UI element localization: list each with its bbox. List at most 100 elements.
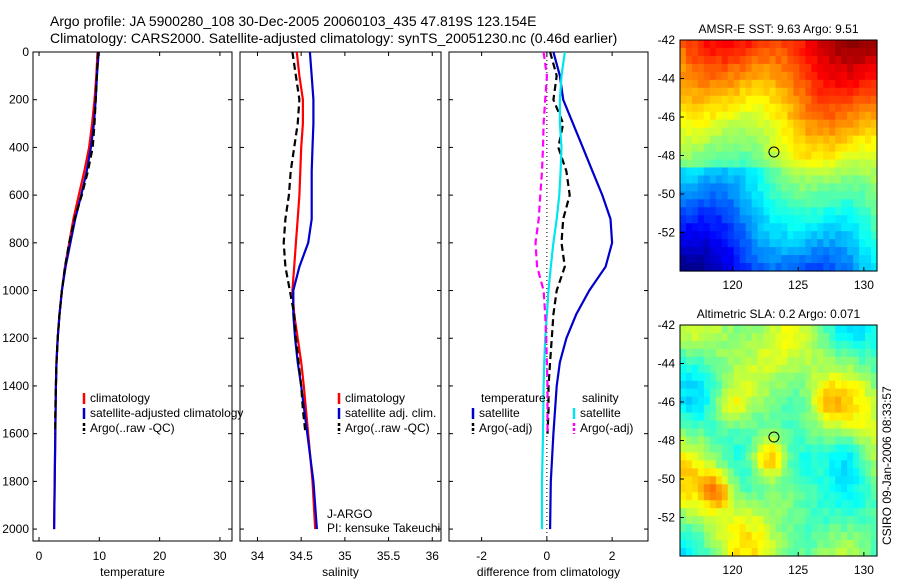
- map-cell: [847, 40, 854, 49]
- map-cell: [745, 191, 753, 200]
- map-cell: [853, 175, 860, 184]
- map-cell: [703, 175, 711, 184]
- map-cell: [853, 199, 860, 208]
- map-cell: [805, 199, 812, 208]
- map-cell: [769, 532, 777, 541]
- map-cell: [811, 332, 818, 342]
- map-cell: [853, 428, 860, 438]
- map-cell: [757, 412, 765, 422]
- map-cell: [697, 468, 705, 477]
- map-cell: [751, 372, 759, 382]
- map-cell: [865, 468, 872, 477]
- map-cell: [859, 500, 866, 509]
- map-cell: [751, 151, 759, 161]
- map-cell: [769, 247, 777, 256]
- map-cell: [685, 247, 693, 256]
- map-cell: [715, 404, 723, 414]
- map-cell: [853, 516, 860, 525]
- map-cell: [847, 372, 854, 382]
- map-cell: [721, 183, 729, 192]
- map-cell: [787, 380, 795, 390]
- map-cell: [680, 396, 687, 406]
- x-tick-label: 2: [609, 549, 616, 563]
- map-cell: [715, 103, 723, 113]
- map-cell: [835, 143, 842, 153]
- map-cell: [709, 484, 717, 493]
- map-cell: [739, 175, 747, 184]
- map-cell: [793, 159, 800, 169]
- map-cell: [763, 396, 771, 406]
- map-cell: [751, 492, 759, 501]
- map-cell: [775, 191, 783, 200]
- map-cell: [721, 47, 729, 57]
- map-cell: [799, 325, 806, 334]
- map-cell: [745, 247, 753, 256]
- map-cell: [817, 412, 824, 422]
- map-cell: [859, 263, 866, 272]
- map-cell: [871, 111, 878, 121]
- map-cell: [751, 484, 759, 493]
- map-cell: [715, 516, 723, 525]
- map-cell: [775, 87, 783, 97]
- map-cell: [697, 460, 705, 469]
- x-tick-label: 30: [213, 549, 227, 563]
- map-cell: [811, 87, 818, 97]
- map-cell: [691, 87, 699, 97]
- map-cell: [835, 191, 842, 200]
- map-cell: [763, 79, 771, 89]
- map-x-tick-label: 125: [788, 278, 808, 292]
- map-cell: [847, 332, 854, 342]
- credit-stamp: CSIRO 09-Jan-2006 08:33:57: [880, 386, 894, 545]
- map-cell: [697, 135, 705, 145]
- map-cell: [733, 40, 741, 49]
- map-cell: [691, 396, 699, 406]
- x-tick-label: 0: [544, 549, 551, 563]
- map-cell: [691, 103, 699, 113]
- map-cell: [697, 396, 705, 406]
- map-cell: [829, 215, 836, 224]
- map-cell: [680, 548, 687, 557]
- map-cell: [691, 380, 699, 390]
- map-cell: [793, 103, 800, 113]
- map-cell: [823, 356, 830, 366]
- map-cell: [745, 325, 753, 334]
- map-cell: [853, 348, 860, 358]
- map-cell: [787, 532, 795, 541]
- map-cell: [715, 364, 723, 374]
- map-cell: [775, 436, 783, 446]
- map-cell: [817, 396, 824, 406]
- map-cell: [829, 191, 836, 200]
- map-cell: [680, 47, 687, 57]
- map-cell: [763, 388, 771, 398]
- map-cell: [775, 348, 783, 358]
- map-cell: [733, 524, 741, 533]
- map-cell: [817, 55, 824, 65]
- map-cell: [697, 500, 705, 509]
- map-cell: [715, 460, 723, 469]
- map-cell: [691, 460, 699, 469]
- map-cell: [697, 532, 705, 541]
- map-cell: [787, 111, 795, 121]
- map-cell: [817, 63, 824, 73]
- map-cell: [805, 364, 812, 374]
- map-cell: [841, 215, 848, 224]
- map-cell: [727, 396, 735, 406]
- map-cell: [721, 396, 729, 406]
- legend-salinity-satellite-label: satellite: [580, 406, 621, 420]
- map-cell: [793, 175, 800, 184]
- map-cell: [817, 135, 824, 145]
- map-cell: [739, 540, 747, 549]
- map-cell: [685, 175, 693, 184]
- map-cell: [859, 348, 866, 358]
- map-cell: [817, 356, 824, 366]
- map-cell: [739, 444, 747, 454]
- map-cell: [727, 183, 735, 192]
- map-cell: [835, 332, 842, 342]
- map-cell: [703, 151, 711, 161]
- map-cell: [733, 199, 741, 208]
- map-cell: [769, 255, 777, 264]
- map-cell: [727, 532, 735, 541]
- map-cell: [841, 468, 848, 477]
- map-cell: [787, 460, 795, 469]
- map-cell: [799, 175, 806, 184]
